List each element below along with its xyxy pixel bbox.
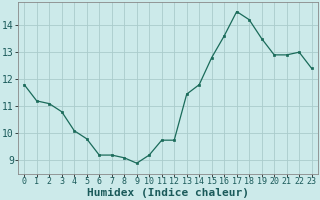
X-axis label: Humidex (Indice chaleur): Humidex (Indice chaleur) <box>87 188 249 198</box>
